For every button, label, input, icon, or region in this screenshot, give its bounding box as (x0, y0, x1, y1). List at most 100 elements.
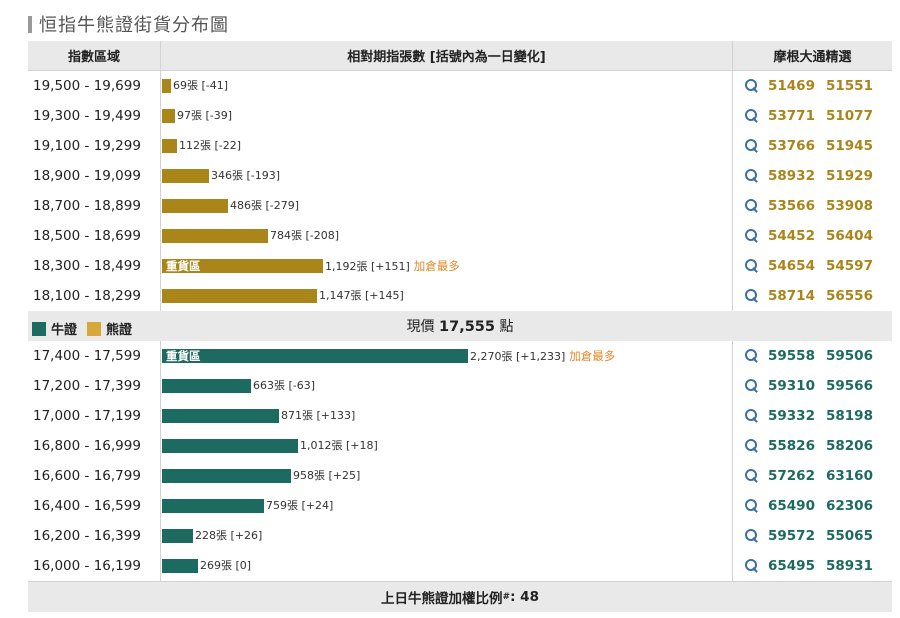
bear-row: 18,100 - 18,299 1,147張 [+145] 58714 56556 (28, 281, 892, 311)
codes-cell: 58932 51929 (733, 161, 892, 191)
search-icon[interactable] (744, 378, 760, 394)
search-icon[interactable] (744, 228, 760, 244)
warrant-code-link[interactable]: 58198 (826, 408, 873, 424)
warrant-code-link[interactable]: 63160 (826, 468, 873, 484)
search-icon[interactable] (744, 78, 760, 94)
warrant-code-link[interactable]: 53908 (826, 198, 873, 214)
bear-bar (162, 199, 228, 213)
bar-cell: 759張 [+24] (160, 491, 733, 521)
warrant-code-link[interactable]: 51551 (826, 78, 873, 94)
warrant-code-link[interactable]: 55826 (768, 438, 815, 454)
warrant-code-link[interactable]: 53766 (768, 138, 815, 154)
range-label: 19,500 - 19,699 (33, 78, 141, 94)
warrant-code-link[interactable]: 56556 (826, 288, 873, 304)
warrant-code-link[interactable]: 65490 (768, 498, 815, 514)
warrant-code-link[interactable]: 54452 (768, 228, 815, 244)
warrant-code-link[interactable]: 56404 (826, 228, 873, 244)
warrant-code-link[interactable]: 58931 (826, 558, 873, 574)
bar-value-label: 486張 [-279] (230, 198, 299, 214)
warrant-code-link[interactable]: 59572 (768, 528, 815, 544)
search-icon[interactable] (744, 498, 760, 514)
bar-value-label: 69張 [-41] (173, 78, 228, 94)
warrant-code-link[interactable]: 53771 (768, 108, 815, 124)
bar-value-text: 958張 [+25] (293, 469, 361, 482)
search-icon[interactable] (744, 348, 760, 364)
warrant-code-link[interactable]: 59506 (826, 348, 873, 364)
warrant-code-link[interactable]: 51077 (826, 108, 873, 124)
search-icon[interactable] (744, 408, 760, 424)
current-price: 現價 17,555 點 (28, 316, 892, 336)
warrant-code-link[interactable]: 51929 (826, 168, 873, 184)
bear-swatch (87, 321, 102, 336)
range-label: 16,400 - 16,599 (33, 498, 141, 514)
bar-value-label: 269張 [0] (200, 558, 251, 574)
bar-cell: 69張 [-41] (160, 71, 733, 101)
warrant-code-link[interactable]: 54597 (826, 258, 873, 274)
range-label: 17,400 - 17,599 (33, 348, 141, 364)
warrant-code-link[interactable]: 59332 (768, 408, 815, 424)
range-label: 16,000 - 16,199 (33, 558, 141, 574)
footer-text: 上日牛熊證加權比例 (381, 591, 503, 607)
codes-cell: 59558 59506 (733, 341, 892, 371)
search-icon[interactable] (744, 528, 760, 544)
weighted-ratio-footer: 上日牛熊證加權比例 #: 48 (28, 581, 892, 612)
bull-bar (162, 529, 193, 543)
bar-cell: 784張 [-208] (160, 221, 733, 251)
bar-value-text: 346張 [-193] (211, 169, 281, 182)
codes-cell: 54654 54597 (733, 251, 892, 281)
warrant-code-link[interactable]: 59558 (768, 348, 815, 364)
bear-bar (162, 229, 268, 243)
warrant-code-link[interactable]: 53566 (768, 198, 815, 214)
bull-swatch (32, 321, 46, 336)
bull-section: 17,400 - 17,599 重貨區 2,270張 [+1,233] 加倉最多 595… (28, 341, 892, 581)
warrant-code-link[interactable]: 51945 (826, 138, 873, 154)
range-label: 16,800 - 16,999 (33, 438, 141, 454)
codes-cell: 57262 63160 (733, 461, 892, 491)
bull-row: 16,800 - 16,999 1,012張 [+18] 55826 58206 (28, 431, 892, 461)
bull-bar (162, 409, 279, 423)
range-label: 18,100 - 18,299 (33, 288, 141, 304)
warrant-code-link[interactable]: 59310 (768, 378, 815, 394)
warrant-code-link[interactable]: 57262 (768, 468, 815, 484)
warrant-code-link[interactable]: 62306 (826, 498, 873, 514)
range-label: 17,000 - 17,199 (33, 408, 141, 424)
bar-value-label: 871張 [+133] (281, 408, 355, 424)
warrant-code-link[interactable]: 58932 (768, 168, 815, 184)
bull-bar (162, 439, 298, 453)
price-value: 17,555 (439, 319, 495, 335)
warrant-code-link[interactable]: 54654 (768, 258, 815, 274)
bar-value-text: 871張 [+133] (281, 409, 356, 422)
bear-row: 19,100 - 19,299 112張 [-22] 53766 51945 (28, 131, 892, 161)
range-label: 18,300 - 18,499 (33, 258, 141, 274)
warrant-code-link[interactable]: 58206 (826, 438, 873, 454)
codes-cell: 53771 51077 (733, 101, 892, 131)
search-icon[interactable] (744, 258, 760, 274)
warrant-code-link[interactable]: 59566 (826, 378, 873, 394)
bear-bar (162, 79, 171, 93)
search-icon[interactable] (744, 288, 760, 304)
codes-cell: 59572 55065 (733, 521, 892, 551)
warrant-code-link[interactable]: 51469 (768, 78, 815, 94)
bear-row: 18,500 - 18,699 784張 [-208] 54452 56404 (28, 221, 892, 251)
range-label: 18,900 - 19,099 (33, 168, 141, 184)
most-added-note: 加倉最多 (413, 259, 460, 273)
header-outstanding: 相對期指張數 [括號內為一日變化] (160, 41, 733, 70)
bull-bar (162, 499, 264, 513)
bar-value-text: 663張 [-63] (253, 379, 316, 392)
bear-row: 19,300 - 19,499 97張 [-39] 53771 51077 (28, 101, 892, 131)
bar-value-label: 784張 [-208] (270, 228, 339, 244)
search-icon[interactable] (744, 198, 760, 214)
warrant-code-link[interactable]: 55065 (826, 528, 873, 544)
warrant-code-link[interactable]: 65495 (768, 558, 815, 574)
search-icon[interactable] (744, 108, 760, 124)
bar-value-text: 2,270張 [+1,233] (470, 350, 566, 363)
distribution-table: 指數區域 相對期指張數 [括號內為一日變化] 摩根大通精選 19,500 - 1… (28, 41, 892, 612)
search-icon[interactable] (744, 558, 760, 574)
search-icon[interactable] (744, 468, 760, 484)
search-icon[interactable] (744, 438, 760, 454)
range-label: 19,100 - 19,299 (33, 138, 141, 154)
warrant-code-link[interactable]: 58714 (768, 288, 815, 304)
table-header: 指數區域 相對期指張數 [括號內為一日變化] 摩根大通精選 (28, 41, 892, 71)
search-icon[interactable] (744, 168, 760, 184)
search-icon[interactable] (744, 138, 760, 154)
